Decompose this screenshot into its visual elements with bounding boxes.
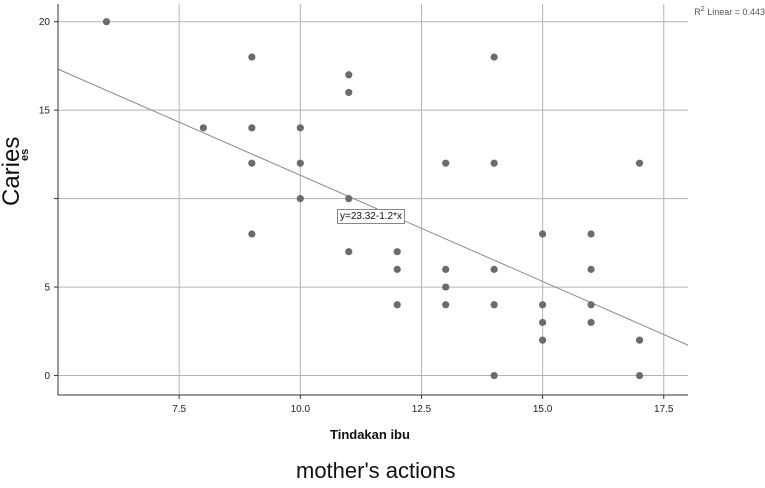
data-point: [248, 159, 256, 167]
x-tick-label: 7.5: [172, 404, 186, 415]
data-point: [490, 53, 498, 61]
data-point: [442, 301, 450, 309]
data-point: [393, 248, 401, 256]
data-point: [442, 265, 450, 273]
data-point: [248, 230, 256, 238]
data-point: [296, 124, 304, 132]
data-point: [539, 318, 547, 327]
data-point: [490, 159, 498, 167]
data-point: [587, 301, 595, 309]
data-point: [345, 88, 353, 97]
data-point: [296, 195, 304, 203]
data-point: [587, 318, 595, 327]
data-point: [199, 124, 207, 132]
data-point: [587, 265, 595, 273]
data-point: [393, 265, 401, 273]
x-tick-label: 12.5: [412, 404, 432, 415]
caption: mother's actions: [296, 458, 456, 483]
data-point: [442, 159, 450, 167]
data-point: [248, 53, 256, 61]
data-points: [102, 18, 644, 380]
r2-linear-note: R2 Linear = 0.443: [694, 6, 765, 17]
x-tick-label: 17.5: [654, 404, 674, 415]
data-point: [345, 195, 353, 203]
grid-lines: [58, 4, 688, 395]
x-tick-label: 10.0: [291, 404, 311, 415]
data-point: [539, 301, 547, 309]
tick-labels: 7.5 10.0 12.5 15.0 17.5 0 5 15 20: [39, 17, 674, 415]
y-tick-label: 15: [39, 106, 51, 117]
x-tick-label: 15.0: [533, 404, 553, 415]
fit-equation-label: y=23.32-1.2*x: [337, 209, 405, 224]
data-point: [490, 265, 498, 273]
data-point: [539, 336, 547, 344]
axes: [54, 4, 688, 399]
data-point: [587, 230, 595, 238]
data-point: [296, 159, 304, 167]
x-axis-label: Tindakan ibu: [330, 427, 410, 442]
r2-label: Linear = 0.443: [707, 7, 765, 17]
data-point: [393, 301, 401, 309]
data-point: [635, 371, 644, 380]
fit-line: [57, 68, 689, 346]
data-point: [635, 336, 644, 344]
data-point: [490, 301, 498, 309]
data-point: [442, 283, 450, 291]
y-tick-label: 5: [44, 283, 50, 294]
data-point: [345, 248, 353, 256]
data-point: [635, 159, 644, 167]
y-tick-label: 0: [44, 371, 50, 382]
data-point: [248, 124, 256, 132]
y-tick-label: 20: [39, 17, 51, 28]
data-point: [102, 18, 111, 26]
data-point: [490, 371, 498, 380]
data-point: [345, 71, 353, 79]
caries-overlay-label: Caries: [0, 136, 25, 206]
regression-line: [57, 68, 689, 346]
data-point: [539, 230, 547, 238]
